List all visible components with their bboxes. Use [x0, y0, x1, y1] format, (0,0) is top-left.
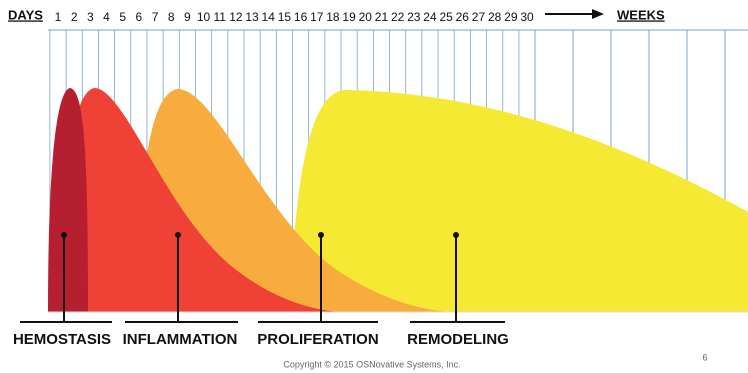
- day-label: 18: [326, 10, 340, 24]
- day-label: 20: [359, 10, 373, 24]
- day-label: 14: [262, 10, 276, 24]
- day-label: 24: [423, 10, 437, 24]
- day-label: 6: [136, 10, 143, 24]
- day-label: 12: [229, 10, 243, 24]
- hemostasis-curve: [48, 88, 88, 312]
- day-label: 30: [520, 10, 534, 24]
- day-label: 29: [504, 10, 518, 24]
- copyright: Copyright © 2015 OSNovative Systems, Inc…: [283, 359, 460, 369]
- day-label: 21: [375, 10, 389, 24]
- day-label: 9: [184, 10, 191, 24]
- day-label: 17: [310, 10, 324, 24]
- day-label: 11: [213, 10, 226, 24]
- day-label: 3: [87, 10, 94, 24]
- weeks-label: WEEKS: [617, 7, 665, 22]
- day-label: 27: [472, 10, 486, 24]
- day-label: 10: [197, 10, 211, 24]
- phase-label: REMODELING: [407, 331, 509, 348]
- phase-labels: HEMOSTASIS INFLAMMATION PROLIFERATION REMOD…: [13, 232, 509, 348]
- day-label: 2: [71, 10, 78, 24]
- day-label: 26: [456, 10, 470, 24]
- day-label: 23: [407, 10, 421, 24]
- phase-label: PROLIFERATION: [257, 331, 378, 348]
- day-label: 4: [103, 10, 110, 24]
- day-label: 16: [294, 10, 308, 24]
- arrow-head: [592, 9, 604, 19]
- days-label: DAYS: [8, 7, 43, 22]
- day-label: 25: [439, 10, 453, 24]
- phase-label: HEMOSTASIS: [13, 331, 111, 348]
- day-label: 13: [245, 10, 259, 24]
- day-label: 28: [488, 10, 502, 24]
- phase-label: INFLAMMATION: [123, 331, 238, 348]
- remodeling-curve: [290, 90, 748, 312]
- day-label: 5: [119, 10, 126, 24]
- day-label: 15: [278, 10, 292, 24]
- day-label: 1: [55, 10, 62, 24]
- day-label: 22: [391, 10, 405, 24]
- page-number: 6: [702, 352, 707, 362]
- day-label: 7: [152, 10, 159, 24]
- day-label: 19: [342, 10, 356, 24]
- inflammation-curve: [60, 88, 340, 312]
- day-label: 8: [168, 10, 175, 24]
